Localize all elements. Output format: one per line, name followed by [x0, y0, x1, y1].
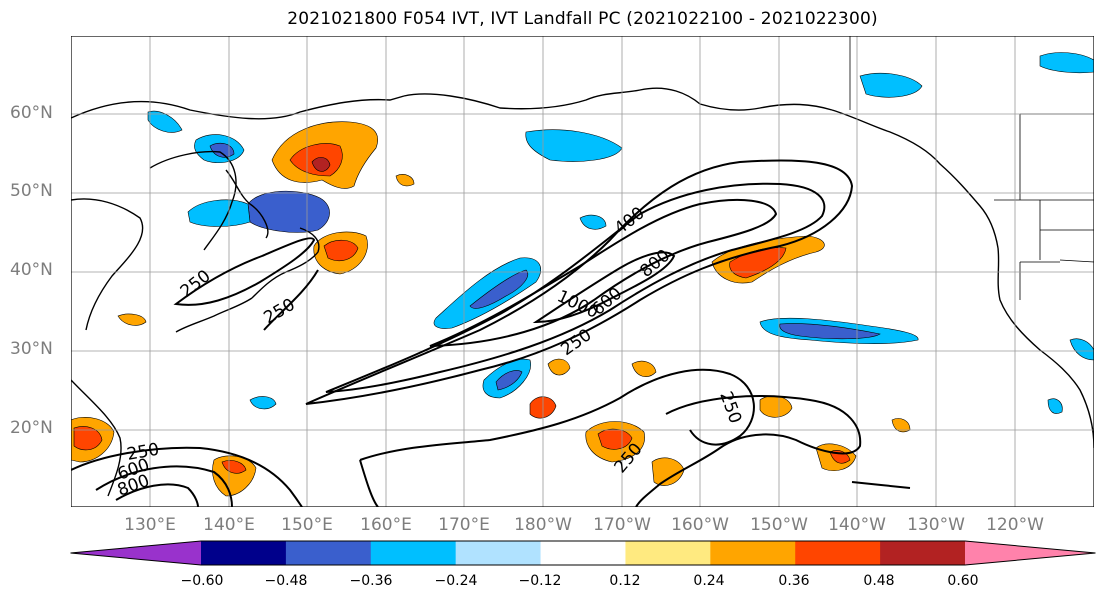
colorbar-tick-label: 0.36	[778, 573, 810, 589]
positive-anomaly-patch	[311, 157, 331, 172]
lat-label-20n: 20°N	[10, 418, 53, 438]
colorbar-tick-label: 0.60	[947, 573, 979, 589]
positive-anomaly-patch	[547, 358, 571, 376]
lon-label-170w: 170°W	[593, 515, 651, 535]
colorbar-segment	[710, 541, 796, 565]
colorbar-segment	[880, 541, 966, 565]
coastline	[225, 169, 269, 239]
colorbar-tick-label: −0.24	[434, 573, 478, 589]
lon-label-150w: 150°W	[750, 515, 808, 535]
coastline	[149, 150, 237, 251]
lat-label-60n: 60°N	[10, 103, 53, 123]
lon-label-120w: 120°W	[986, 515, 1044, 535]
colorbar-segment	[625, 541, 711, 565]
ivt-contour-250	[173, 237, 316, 306]
negative-anomaly-patch	[859, 72, 923, 98]
negative-anomaly-patch	[1047, 398, 1063, 414]
negative-anomaly-patch	[579, 214, 607, 230]
coastline	[403, 87, 701, 110]
lon-label-130e: 130°E	[124, 515, 176, 535]
pc-shading-layer	[71, 52, 1094, 497]
negative-anomaly-patch	[469, 269, 528, 309]
ivt-contour-layer	[71, 159, 911, 507]
coastline	[71, 198, 144, 331]
colorbar-extension-high	[965, 541, 1096, 565]
positive-anomaly-patch	[73, 426, 103, 451]
lat-label-50n: 50°N	[10, 181, 53, 201]
positive-anomaly-patch	[395, 174, 415, 187]
colorbar-segment	[795, 541, 881, 565]
ivt-contour-250	[851, 481, 911, 489]
ivt-contour-250	[71, 446, 303, 507]
lon-label-170e: 170°E	[438, 515, 490, 535]
colorbar	[70, 540, 1096, 566]
colorbar-tick-label: 0.12	[609, 573, 641, 589]
negative-anomaly-patch	[247, 190, 330, 233]
colorbar-tick-label: 0.24	[693, 573, 725, 589]
lon-label-140w: 140°W	[828, 515, 886, 535]
lat-label-40n: 40°N	[10, 260, 53, 280]
ivt-contour-250	[305, 159, 854, 405]
colorbar-tick-label: −0.48	[264, 573, 308, 589]
negative-anomaly-patch	[187, 199, 251, 227]
coastline	[175, 297, 253, 333]
colorbar-tick-label: −0.12	[518, 573, 562, 589]
map-background	[71, 36, 1094, 507]
lat-label-30n: 30°N	[10, 339, 53, 359]
coastline	[71, 95, 405, 120]
colorbar-extension-low	[70, 541, 201, 565]
lon-label-160e: 160°E	[360, 515, 412, 535]
positive-anomaly-patch	[117, 313, 147, 326]
positive-anomaly-patch	[323, 239, 359, 261]
colorbar-tick-label: 0.48	[863, 573, 895, 589]
ivt-contour-250	[359, 368, 755, 461]
colorbar-segment	[455, 541, 542, 565]
colorbar-segment	[540, 541, 626, 565]
lon-label-140e: 140°E	[203, 515, 255, 535]
positive-anomaly-patch	[631, 360, 657, 377]
negative-anomaly-patch	[525, 129, 623, 162]
colorbar-outline	[70, 540, 1096, 566]
coastline	[699, 103, 833, 111]
positive-anomaly-patch	[221, 460, 247, 474]
coastline	[71, 379, 122, 497]
ivt-contour-250	[359, 459, 379, 507]
lon-label-130w: 130°W	[907, 515, 965, 535]
coastline	[251, 227, 320, 299]
colorbar-segment	[370, 541, 457, 565]
negative-anomaly-patch	[147, 110, 183, 133]
lon-label-150e: 150°E	[281, 515, 333, 535]
coastline	[831, 109, 999, 249]
lon-label-180w: 180°W	[514, 515, 572, 535]
coastline	[997, 247, 1094, 449]
colorbar-segment	[201, 541, 287, 565]
negative-anomaly-patch	[1039, 52, 1094, 74]
ivt-contour-250	[635, 395, 862, 507]
positive-anomaly-patch	[597, 428, 633, 450]
lon-label-160w: 160°W	[671, 515, 729, 535]
negative-anomaly-patch	[209, 142, 235, 158]
ivt-contour-1000	[532, 251, 676, 324]
ivt-contour-800	[115, 483, 199, 507]
negative-anomaly-patch	[249, 396, 277, 410]
negative-anomaly-patch	[779, 323, 881, 340]
map-panel: 400 800 1000 600 250 250 250 250 250 250…	[71, 36, 1094, 507]
plot-title: 2021021800 F054 IVT, IVT Landfall PC (20…	[287, 9, 878, 29]
state-border	[1019, 200, 1094, 300]
colorbar-tick-label: −0.36	[349, 573, 393, 589]
ivt-contour-250	[263, 269, 319, 331]
ivt-contour-800	[429, 198, 778, 347]
colorbar-tick-label: −0.60	[180, 573, 224, 589]
negative-anomaly-patch	[495, 370, 523, 391]
ivt-contour-600	[95, 465, 233, 507]
colorbar-segment	[285, 541, 372, 565]
coastline-layer	[71, 87, 1094, 497]
colorbar-segments	[70, 541, 1096, 565]
